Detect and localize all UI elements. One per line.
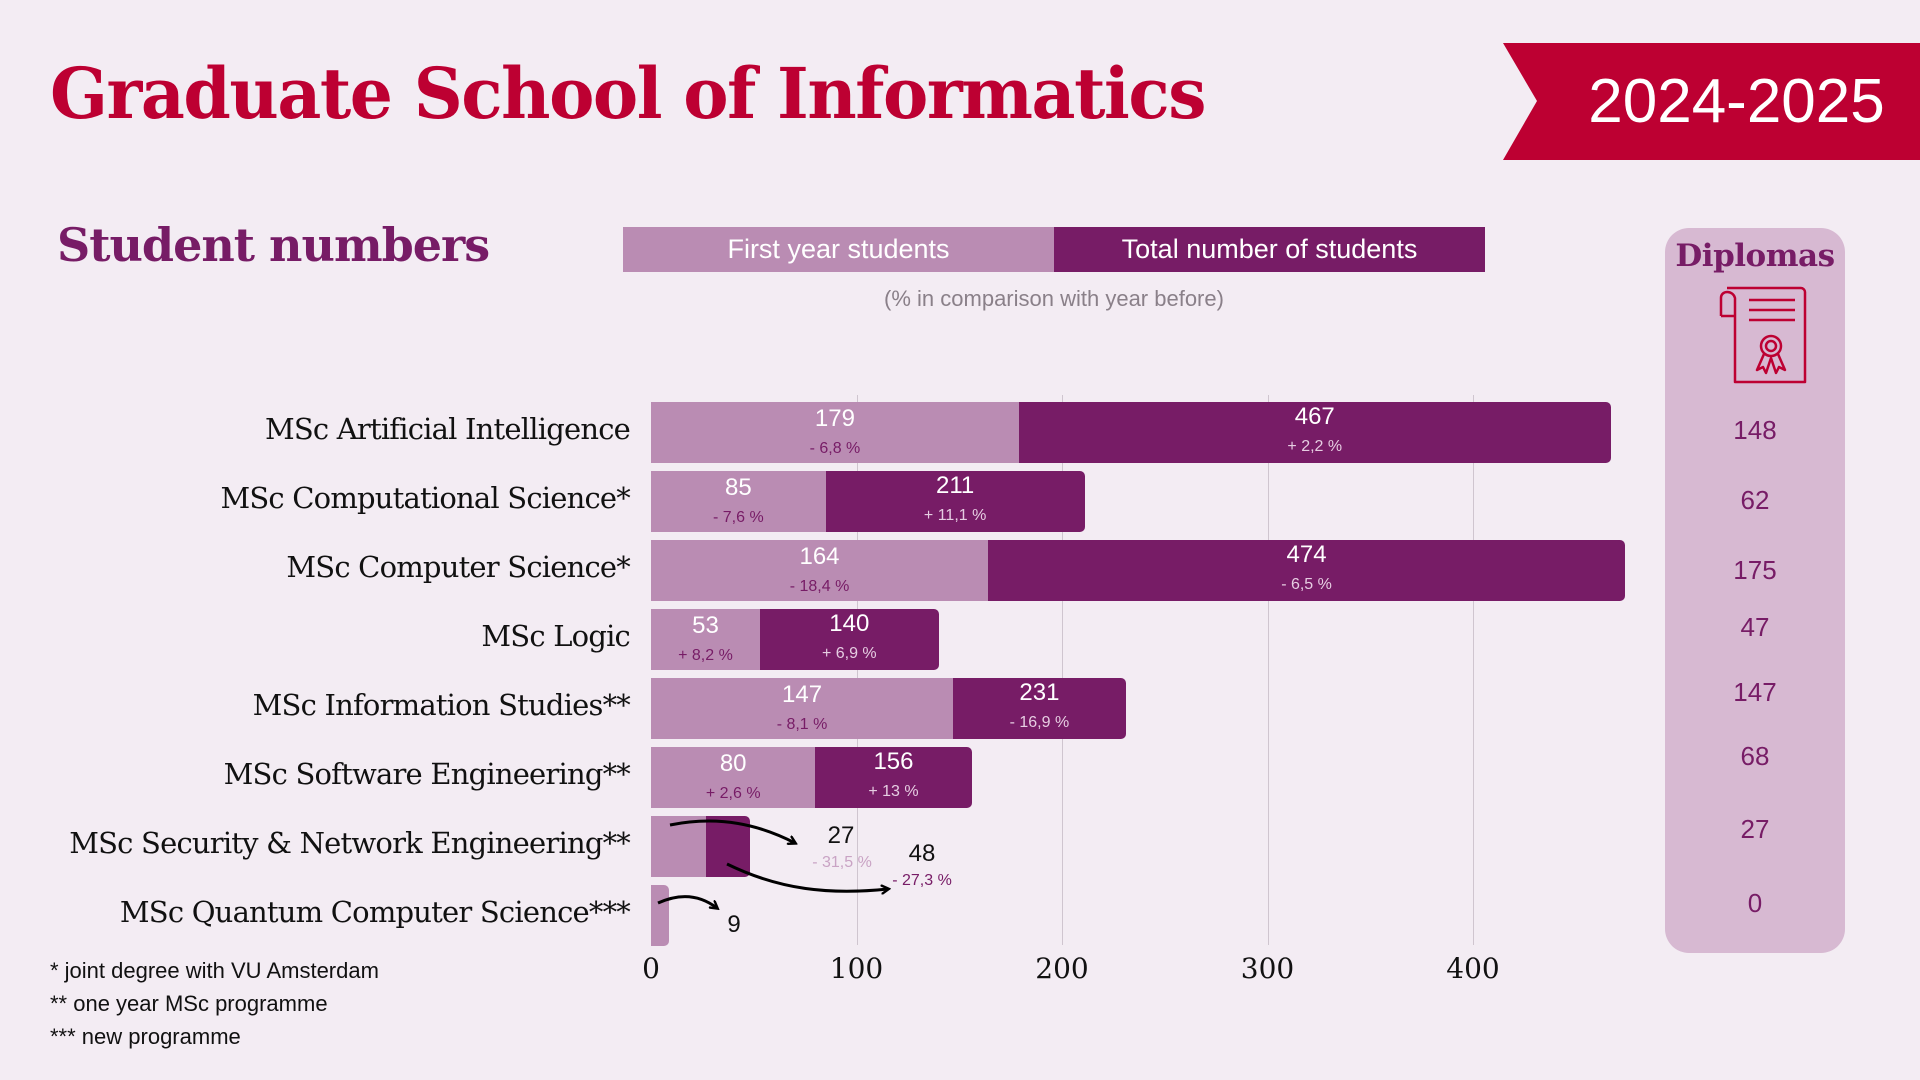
diploma-count: 62 — [1740, 485, 1770, 515]
bar-total — [953, 678, 1126, 739]
bar-total — [1018, 402, 1611, 463]
change-label-total: + 6,9 % — [821, 645, 877, 662]
x-tick-label: 100 — [829, 952, 884, 985]
change-label-first-year: + 2,6 % — [705, 785, 761, 802]
value-label-total: 48 — [908, 840, 936, 867]
value-label-first-year: 164 — [799, 543, 840, 570]
bar-total — [759, 609, 939, 670]
category-label: MSc Security & Network Engineering** — [69, 826, 631, 860]
gridline — [1473, 395, 1474, 945]
change-label-first-year: - 18,4 % — [789, 578, 850, 595]
footnote-new-programme: *** new programme — [50, 1024, 241, 1049]
change-label-total: + 11,1 % — [923, 507, 987, 524]
change-label-first-year: - 8,1 % — [776, 716, 828, 733]
diploma-count: 0 — [1747, 888, 1763, 918]
bar-first-year — [651, 678, 954, 739]
legend: First year students Total number of stud… — [623, 227, 1485, 272]
value-label-total: 467 — [1294, 403, 1335, 430]
gridline — [1267, 395, 1269, 945]
category-label: MSc Computational Science* — [220, 481, 630, 515]
value-label-total: 211 — [935, 472, 975, 499]
category-label: MSc Logic — [481, 619, 630, 653]
category-label: MSc Computer Science* — [286, 550, 630, 584]
legend-total: Total number of students — [1054, 227, 1485, 272]
category-label: MSc Information Studies** — [252, 688, 631, 722]
diploma-scroll-icon — [1719, 286, 1807, 384]
x-tick-label: 300 — [1240, 952, 1295, 985]
change-label-total: - 16,9 % — [1009, 714, 1070, 731]
diploma-count: 27 — [1740, 814, 1770, 844]
value-label-total: 156 — [873, 748, 914, 775]
change-label-total: - 27,3 % — [892, 872, 952, 889]
bar-first-year — [651, 540, 989, 601]
change-label-total: + 13 % — [868, 783, 919, 800]
bar-total — [988, 540, 1626, 601]
value-label-first-year: 27 — [827, 822, 855, 849]
value-label-total: 140 — [829, 610, 870, 637]
diploma-count: 68 — [1740, 741, 1770, 771]
bar-first-year — [651, 402, 1019, 463]
gridline — [856, 395, 858, 945]
change-label-total: - 6,5 % — [1281, 576, 1332, 593]
bar-first-year — [651, 747, 816, 808]
change-label-first-year: - 7,6 % — [712, 509, 764, 526]
section-title: Student numbers — [57, 218, 490, 272]
value-label-first-year: 53 — [692, 612, 719, 639]
change-label-total: + 2,2 % — [1287, 438, 1343, 455]
banner-ribbon-shape — [1503, 43, 1920, 160]
footnote-joint-degree: * joint degree with VU Amsterdam — [50, 958, 379, 983]
bar-total — [815, 747, 972, 808]
diploma-count: 175 — [1733, 555, 1777, 585]
legend-first-year: First year students — [623, 227, 1054, 272]
year-banner: 2024-2025 — [1503, 43, 1920, 160]
value-label-first-year: 9 — [727, 911, 741, 938]
year-label: 2024-2025 — [1588, 67, 1885, 136]
x-tick-label: 200 — [1035, 952, 1089, 985]
value-label-total: 474 — [1286, 541, 1327, 568]
footnote-one-year: ** one year MSc programme — [50, 991, 328, 1016]
x-tick-label: 0 — [642, 952, 660, 985]
bar-first-year — [651, 471, 826, 532]
change-label-first-year: - 6,8 % — [809, 440, 861, 457]
bar-first-year — [651, 885, 670, 946]
category-label: MSc Software Engineering** — [223, 757, 631, 791]
diplomas-title: Diplomas — [1675, 238, 1835, 274]
change-label-first-year: - 31,5 % — [812, 854, 872, 871]
bar-first-year — [651, 816, 707, 877]
value-label-first-year: 179 — [814, 405, 855, 432]
category-label: MSc Artificial Intelligence — [264, 412, 631, 446]
value-label-total: 231 — [1019, 679, 1060, 706]
bar-total — [825, 471, 1085, 532]
diploma-count: 47 — [1740, 612, 1770, 642]
value-label-first-year: 85 — [724, 474, 752, 501]
bar-total — [706, 816, 750, 877]
legend-note: (% in comparison with year before) — [884, 286, 1224, 311]
page-title: Graduate School of Informatics — [50, 52, 1206, 135]
value-label-first-year: 80 — [719, 750, 747, 777]
gridline — [1062, 395, 1063, 945]
x-tick-label: 400 — [1446, 952, 1500, 985]
diplomas-panel: Diplomas 148 62 175 47 147 68 27 0 — [1665, 228, 1845, 953]
category-label: MSc Quantum Computer Science*** — [119, 895, 631, 929]
bar-first-year — [651, 609, 760, 670]
change-label-first-year: + 8,2 % — [678, 647, 733, 664]
diploma-count: 147 — [1733, 677, 1777, 707]
value-label-first-year: 147 — [782, 681, 823, 708]
diploma-count: 148 — [1733, 415, 1777, 445]
